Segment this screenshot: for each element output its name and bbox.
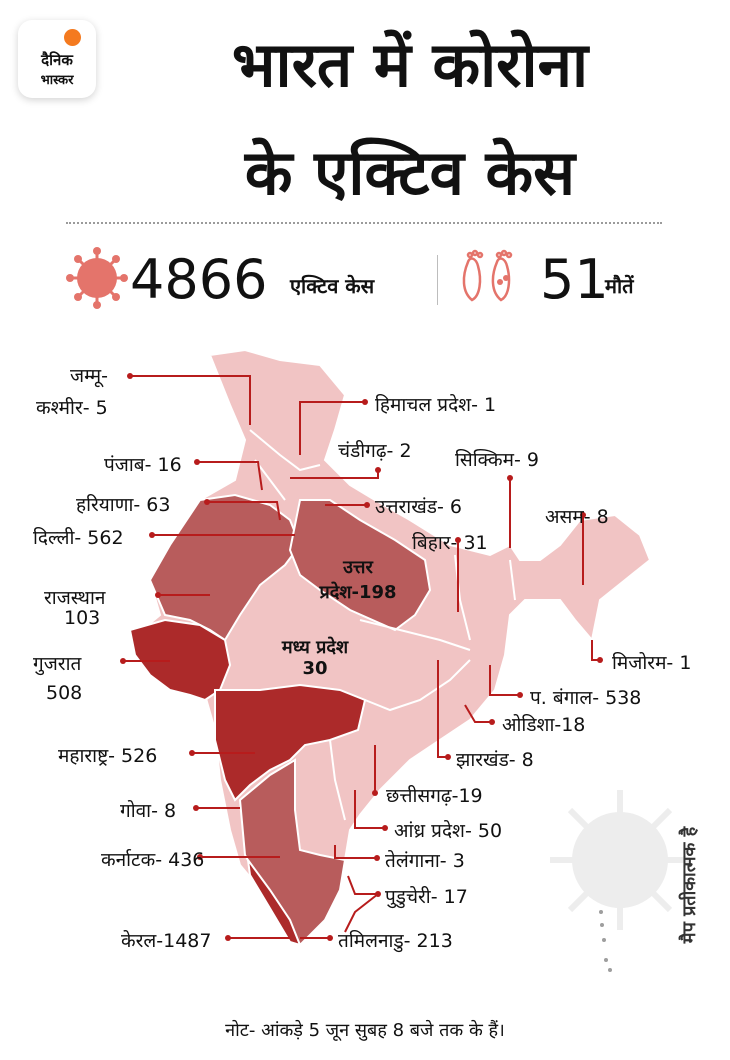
dainik-bhaskar-logo: दैनिक भास्कर [18, 20, 96, 98]
title-line-1: भारत में कोरोना [231, 28, 589, 101]
label-sikkim: सिक्किम- 9 [455, 449, 539, 471]
deaths-label: मौतें [605, 274, 634, 298]
leader-lines [123, 375, 600, 939]
leader-dots [120, 373, 603, 941]
label-haryana: हरियाणा- 63 [76, 494, 171, 516]
stats-divider [437, 255, 438, 305]
label-chandigarh: चंडीगढ़- 2 [338, 440, 412, 462]
label-himachal: हिमाचल प्रदेश- 1 [375, 394, 497, 416]
label-gujarat-1: गुजरात [33, 653, 82, 675]
label-karnataka: कर्नाटक- 436 [101, 849, 205, 871]
footprints-icon [462, 249, 513, 302]
logo-line-1: दैनिक [41, 51, 73, 69]
map-gujarat [128, 618, 232, 702]
label-tamil-nadu: तमिलनाडु- 213 [338, 930, 453, 952]
map-symbolic-note: मैप प्रतीकात्मक है [679, 826, 700, 944]
label-punjab: पंजाब- 16 [104, 454, 182, 476]
label-puducherry: पुडुचेरी- 17 [385, 886, 468, 908]
label-west-bengal: प. बंगाल- 538 [530, 687, 642, 709]
label-jharkhand: झारखंड- 8 [456, 749, 534, 771]
label-odisha: ओडिशा-18 [502, 714, 586, 736]
map-uttar-pradesh [288, 499, 432, 632]
india-map [128, 348, 652, 947]
label-telangana: तेलंगाना- 3 [385, 850, 465, 872]
divider [66, 222, 662, 224]
map-rajasthan [148, 493, 302, 642]
label-kerala: केरल-1487 [121, 930, 212, 952]
virus-watermark-icon [550, 790, 690, 930]
label-assam: असम- 8 [545, 506, 609, 528]
andaman-islands [598, 898, 612, 972]
label-up-1: उत्तर [343, 557, 373, 578]
label-andhra: आंध्र प्रदेश- 50 [394, 820, 503, 842]
footer-note: नोट- आंकड़े 5 जून सुबह 8 बजे तक के हैं। [225, 1020, 505, 1041]
label-jammu-2: कश्मीर- 5 [36, 397, 108, 419]
label-jammu-1: जम्मू- [70, 365, 108, 387]
label-rajasthan-1: राजस्थान [44, 587, 106, 609]
label-maharashtra: महाराष्ट्र- 526 [58, 745, 158, 767]
label-mp-2: 30 [302, 658, 328, 679]
sun-icon [64, 29, 81, 46]
label-mizoram: मिजोरम- 1 [612, 652, 692, 674]
label-chhattisgarh: छत्तीसगढ़-19 [386, 785, 483, 807]
label-goa: गोवा- 8 [120, 800, 177, 822]
label-mp-1: मध्य प्रदेश [281, 637, 349, 658]
label-rajasthan-2: 103 [64, 607, 101, 629]
label-uttarakhand: उत्तराखंड- 6 [375, 496, 462, 518]
map-maharashtra [214, 683, 367, 802]
label-delhi: दिल्ली- 562 [33, 527, 124, 549]
active-cases-label: एक्टिव केस [290, 274, 375, 298]
map-kerala [247, 859, 302, 947]
logo-line-2: भास्कर [40, 73, 74, 88]
title-line-2: के एक्टिव केस [244, 136, 576, 209]
active-cases-value: 4866 [130, 248, 268, 311]
label-up-2: प्रदेश-198 [319, 582, 397, 603]
label-gujarat-2: 508 [46, 682, 83, 704]
virus-icon [66, 247, 128, 309]
label-bihar: बिहार- 31 [412, 532, 488, 554]
deaths-value: 51 [540, 248, 609, 311]
